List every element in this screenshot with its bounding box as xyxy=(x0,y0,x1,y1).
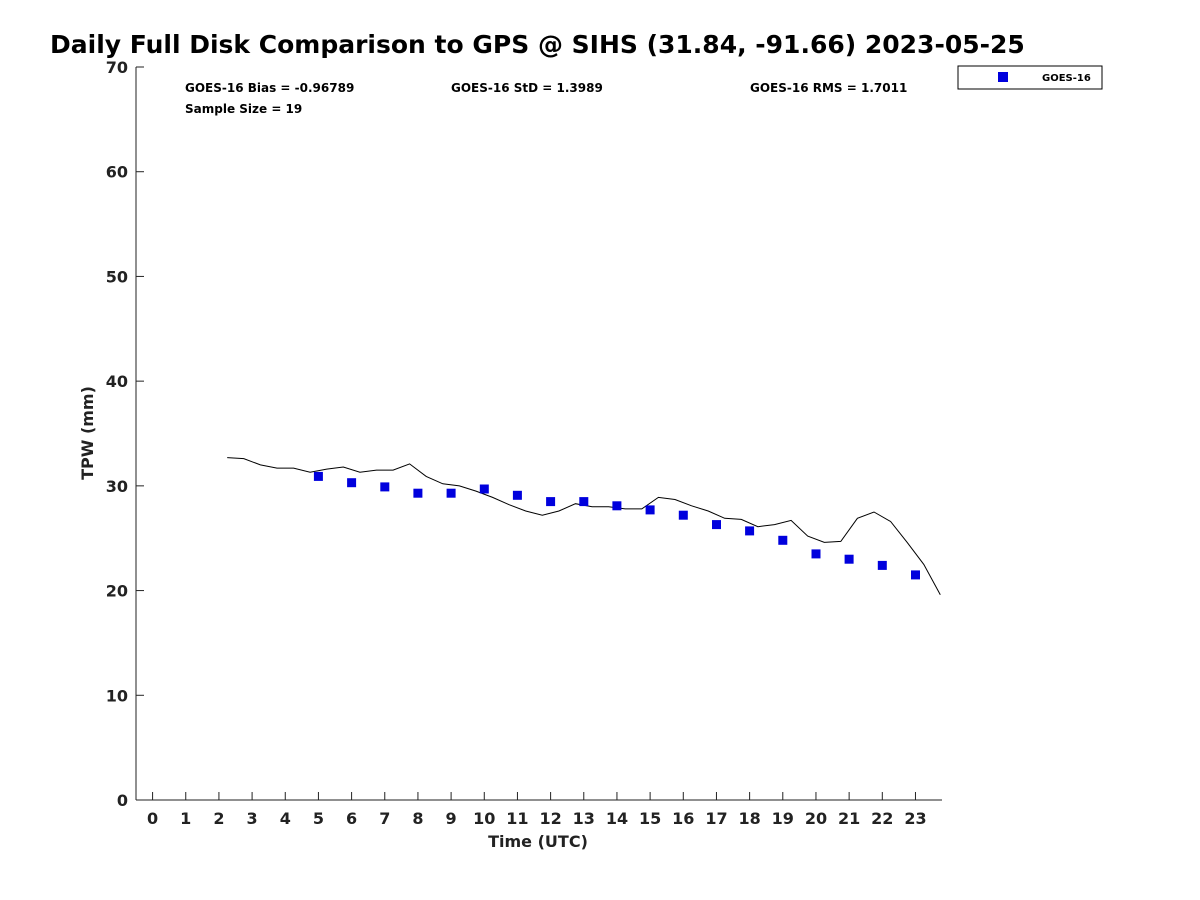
axes xyxy=(135,67,942,801)
y-axis-label: TPW (mm) xyxy=(78,386,97,480)
legend-label: GOES-16 xyxy=(1042,73,1091,84)
x-tick-label: 20 xyxy=(805,809,827,828)
x-tick-label: 3 xyxy=(247,809,258,828)
data-point xyxy=(313,471,323,481)
data-point xyxy=(645,505,655,515)
x-tick-label: 15 xyxy=(639,809,661,828)
x-tick-label: 7 xyxy=(379,809,390,828)
x-axis-ticks: 0 1 2 3 4 5 6 7 8 9 10 11 12 13 14 15 16 17 18 19 20 21 22 23 xyxy=(147,792,927,828)
stat-sample-size: Sample Size = 19 xyxy=(185,102,302,116)
x-tick-label: 5 xyxy=(313,809,324,828)
data-point xyxy=(844,554,854,564)
y-axis-ticks: 0 10 20 30 40 50 60 70 xyxy=(106,58,144,810)
x-tick-label: 11 xyxy=(506,809,528,828)
data-point xyxy=(380,482,390,492)
data-point xyxy=(512,490,522,500)
stat-rms: GOES-16 RMS = 1.7011 xyxy=(750,81,907,95)
x-tick-label: 16 xyxy=(672,809,694,828)
data-point xyxy=(446,488,456,498)
line-layer xyxy=(227,457,941,596)
data-point xyxy=(413,488,423,498)
x-tick-label: 1 xyxy=(180,809,191,828)
y-tick-label: 70 xyxy=(106,58,128,77)
x-tick-label: 18 xyxy=(738,809,760,828)
data-point xyxy=(745,526,755,536)
point-layer xyxy=(313,471,920,580)
data-point xyxy=(778,535,788,545)
data-point xyxy=(546,497,556,507)
x-tick-label: 9 xyxy=(446,809,457,828)
x-tick-label: 0 xyxy=(147,809,158,828)
y-tick-label: 60 xyxy=(106,163,128,182)
data-point xyxy=(877,560,887,570)
x-tick-label: 22 xyxy=(871,809,893,828)
x-axis-label: Time (UTC) xyxy=(488,832,588,851)
x-tick-label: 19 xyxy=(772,809,794,828)
data-point xyxy=(911,570,920,580)
data-point xyxy=(712,520,721,530)
data-point xyxy=(347,478,357,488)
data-point xyxy=(811,549,821,559)
x-tick-label: 14 xyxy=(606,809,628,828)
data-point xyxy=(579,497,589,507)
data-point xyxy=(479,484,489,494)
stat-bias: GOES-16 Bias = -0.96789 xyxy=(185,81,354,95)
y-tick-label: 0 xyxy=(117,791,128,810)
series-line xyxy=(227,457,941,596)
legend-box xyxy=(957,65,1103,90)
x-tick-label: 21 xyxy=(838,809,860,828)
x-tick-label: 10 xyxy=(473,809,495,828)
legend-marker xyxy=(998,72,1008,82)
x-tick-label: 6 xyxy=(346,809,357,828)
x-tick-label: 12 xyxy=(539,809,561,828)
y-tick-label: 50 xyxy=(106,267,128,286)
x-tick-label: 8 xyxy=(412,809,423,828)
data-point xyxy=(612,501,622,511)
data-point xyxy=(678,510,688,520)
y-tick-label: 20 xyxy=(106,582,128,601)
stat-std: GOES-16 StD = 1.3989 xyxy=(451,81,603,95)
y-tick-label: 30 xyxy=(106,477,128,496)
x-tick-label: 2 xyxy=(213,809,224,828)
x-tick-label: 13 xyxy=(573,809,595,828)
x-tick-label: 23 xyxy=(904,809,926,828)
chart-title: Daily Full Disk Comparison to GPS @ SIHS… xyxy=(50,30,1025,59)
x-tick-label: 17 xyxy=(705,809,727,828)
y-tick-label: 10 xyxy=(106,686,128,705)
x-tick-label: 4 xyxy=(280,809,291,828)
legend: GOES-16 xyxy=(957,65,1103,90)
y-tick-label: 40 xyxy=(106,372,128,391)
